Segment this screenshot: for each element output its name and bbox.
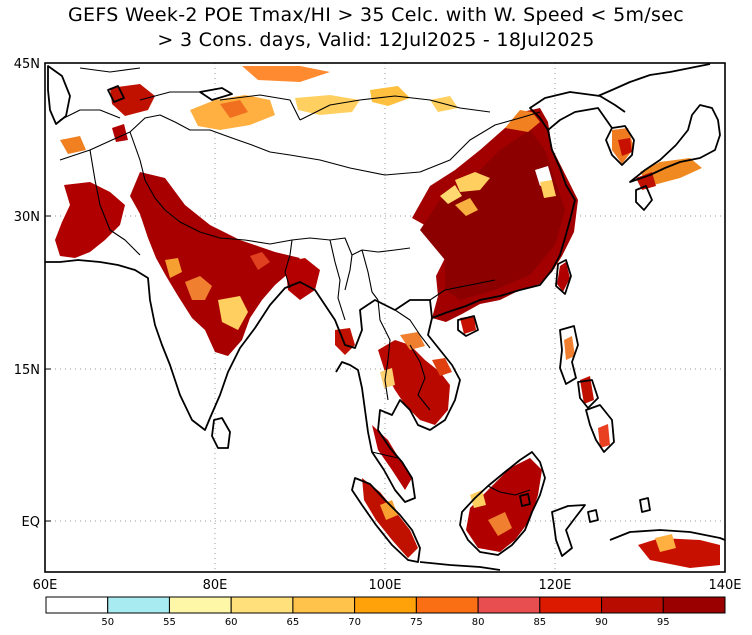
lon-label-100e: 100E (368, 578, 401, 593)
lon-label-120e: 120E (538, 578, 571, 593)
lon-label-80e: 80E (203, 578, 228, 593)
colorbar-bin (662, 596, 726, 614)
colorbar-bin (230, 596, 294, 614)
longitude-axis: 60E 80E 100E 120E 140E (33, 578, 742, 593)
colorbar-tick-label: 85 (533, 617, 546, 628)
map-title-line-1: GEFS Week-2 POE Tmax/HI > 35 Celc. with … (68, 4, 684, 26)
colorbar-tick-label: 65 (287, 617, 300, 628)
colorbar-bin (539, 596, 603, 614)
colorbar-tick-label: 55 (163, 617, 176, 628)
colorbar-tick-label: 75 (410, 617, 423, 628)
lon-label-140e: 140E (708, 578, 741, 593)
latitude-axis: 45N 30N 15N EQ (14, 57, 51, 530)
heat-region-borneo (466, 458, 542, 552)
coastlines (45, 63, 725, 571)
colorbar-tick-label: 95 (657, 617, 670, 628)
lat-label-eq: EQ (22, 515, 40, 530)
colorbar-tick-label: 50 (101, 617, 114, 628)
colorbar-tick-label: 70 (348, 617, 361, 628)
lat-label-30n: 30N (14, 210, 40, 225)
colorbar-bin (415, 596, 479, 614)
colorbar-bin (107, 596, 170, 614)
colorbar-bin (477, 596, 541, 614)
map-area (45, 63, 725, 572)
colorbar-bin (601, 596, 664, 614)
colorbar-tick-label: 80 (472, 617, 485, 628)
colorbar: 50 55 60 65 70 75 80 85 90 95 (45, 596, 726, 628)
colorbar-bin (168, 596, 232, 614)
lat-label-45n: 45N (14, 57, 40, 72)
colorbar-bin (45, 596, 109, 614)
colorbar-tick-label: 60 (225, 617, 238, 628)
country-borders (59, 67, 541, 496)
map-content (45, 63, 725, 572)
colorbar-bin (354, 596, 417, 614)
heat-region-indochina (378, 340, 450, 425)
lat-label-15n: 15N (14, 363, 40, 378)
heat-region-india (130, 172, 300, 356)
map-frame (44, 62, 726, 573)
colorbar-bin (292, 596, 356, 614)
lon-label-60e: 60E (33, 578, 58, 593)
colorbar-tick-label: 90 (595, 617, 608, 628)
heat-region-malay-sumatra (372, 425, 412, 490)
heat-region-taiwan (557, 262, 570, 292)
map-title-line-2: > 3 Cons. days, Valid: 12Jul2025 - 18Jul… (157, 29, 595, 51)
